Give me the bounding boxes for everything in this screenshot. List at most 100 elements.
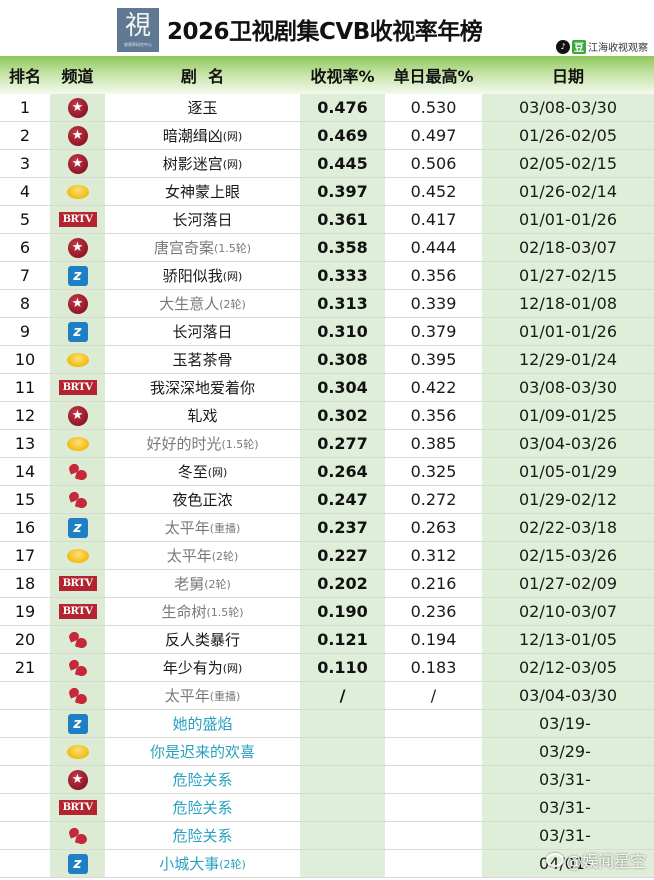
date-cell: 12/13-01/05 <box>482 626 654 653</box>
peak-cell: 0.452 <box>385 178 482 205</box>
rating-cell <box>300 794 385 821</box>
title-cell: 年少有为 (网) <box>105 654 300 681</box>
peak-cell: / <box>385 682 482 709</box>
rank-cell: 10 <box>0 346 50 373</box>
channel-cell: ★ <box>50 402 105 429</box>
title-cell: 唐宫奇案 (1.5轮) <box>105 234 300 261</box>
col-header-peak: 单日最高% <box>393 67 474 86</box>
rank-cell <box>0 766 50 793</box>
drama-title: 老舅 <box>174 575 205 593</box>
date-cell: 01/05-01/29 <box>482 458 654 485</box>
zhejiang-tv-icon: z <box>67 853 88 874</box>
rating-cell: 0.304 <box>300 374 385 401</box>
title-cell: 好好的时光 (1.5轮) <box>105 430 300 457</box>
peak-cell: 0.422 <box>385 374 482 401</box>
rating-cell <box>300 822 385 849</box>
drama-title-suffix: (网) <box>222 661 243 675</box>
zhejiang-tv-icon: z <box>67 517 88 538</box>
channel-cell: ★ <box>50 94 105 121</box>
table-row: z 小城大事 (2轮) 04/01- <box>0 850 654 878</box>
date-cell: 01/27-02/09 <box>482 570 654 597</box>
rating-cell <box>300 738 385 765</box>
peak-cell <box>385 822 482 849</box>
peak-cell <box>385 710 482 737</box>
drama-title: 太平年 <box>164 687 210 705</box>
rating-cell: 0.333 <box>300 262 385 289</box>
drama-title: 反人类暴行 <box>164 631 240 649</box>
rating-cell: 0.227 <box>300 542 385 569</box>
rating-cell: 0.277 <box>300 430 385 457</box>
dragon-tv-icon: ★ <box>67 125 88 146</box>
zhejiang-tv-icon: z <box>67 713 88 734</box>
date-cell: 01/09-01/25 <box>482 402 654 429</box>
table-row: 17 太平年 (2轮) 0.227 0.312 02/15-03/26 <box>0 542 654 570</box>
tiktok-icon: ♪ <box>556 39 570 54</box>
table-row: BRTV 危险关系 03/31- <box>0 794 654 822</box>
date-cell: 03/04-03/30 <box>482 682 654 709</box>
rank-cell: 14 <box>0 458 50 485</box>
drama-title-suffix: (重播) <box>209 521 241 535</box>
date-cell: 03/08-03/30 <box>482 94 654 121</box>
rank-cell: 7 <box>0 262 50 289</box>
rank-cell: 3 <box>0 150 50 177</box>
rating-cell: 0.445 <box>300 150 385 177</box>
peak-cell: 0.417 <box>385 206 482 233</box>
title-cell: 太平年 (重播) <box>105 514 300 541</box>
drama-title-suffix: (网) <box>207 465 228 479</box>
table-row: 6 ★ 唐宫奇案 (1.5轮) 0.358 0.444 02/18-03/07 <box>0 234 654 262</box>
channel-cell: BRTV <box>50 570 105 597</box>
source-name: 江海收视观察 <box>588 43 648 54</box>
rank-cell: 2 <box>0 122 50 149</box>
rating-cell: 0.308 <box>300 346 385 373</box>
date-cell: 01/26-02/05 <box>482 122 654 149</box>
peak-cell: 0.356 <box>385 402 482 429</box>
title-cell: 夜色正浓 <box>105 486 300 513</box>
channel-cell <box>50 486 105 513</box>
weibo-icon <box>545 853 564 867</box>
peak-cell: 0.356 <box>385 262 482 289</box>
rank-cell: 15 <box>0 486 50 513</box>
drama-title: 玉茗茶骨 <box>172 351 233 369</box>
rating-cell: 0.361 <box>300 206 385 233</box>
table-row: 19 BRTV 生命树 (1.5轮) 0.190 0.236 02/10-03/07 <box>0 598 654 626</box>
drama-title: 太平年 <box>164 519 210 537</box>
drama-title: 太平年 <box>166 547 212 565</box>
channel-cell: BRTV <box>50 374 105 401</box>
drama-title: 好好的时光 <box>146 435 222 453</box>
title-cell: 生命树 (1.5轮) <box>105 598 300 625</box>
table-row: 12 ★ 轧戏 0.302 0.356 01/09-01/25 <box>0 402 654 430</box>
drama-title: 长河落日 <box>172 323 233 341</box>
drama-title-suffix: (网) <box>222 269 243 283</box>
title-area: 視 收视率研究中心 2026卫视剧集CVB收视率年榜 ♪ 豆 江海收视观察 <box>0 0 654 56</box>
col-header-rank: 排名 <box>8 67 41 86</box>
peak-cell: 0.444 <box>385 234 482 261</box>
date-cell: 02/05-02/15 <box>482 150 654 177</box>
drama-title: 我深深地爱着你 <box>149 379 255 397</box>
rank-cell: 4 <box>0 178 50 205</box>
peak-cell <box>385 794 482 821</box>
drama-title: 生命树 <box>161 603 207 621</box>
table-row: 9 z 长河落日 0.310 0.379 01/01-01/26 <box>0 318 654 346</box>
date-cell: 01/01-01/26 <box>482 318 654 345</box>
title-cell: 太平年 (重播) <box>105 682 300 709</box>
drama-title: 年少有为 <box>162 659 223 677</box>
table-row: 11 BRTV 我深深地爱着你 0.304 0.422 03/08-03/30 <box>0 374 654 402</box>
rating-cell: 0.110 <box>300 654 385 681</box>
title-cell: 危险关系 <box>105 794 300 821</box>
channel-cell <box>50 346 105 373</box>
date-cell: 03/31- <box>482 794 654 821</box>
rank-cell: 6 <box>0 234 50 261</box>
drama-title: 骄阳似我 <box>162 267 223 285</box>
channel-cell <box>50 654 105 681</box>
rating-cell: 0.397 <box>300 178 385 205</box>
channel-cell: z <box>50 850 105 877</box>
logo-glyph: 視 <box>124 11 151 41</box>
rating-cell: 0.358 <box>300 234 385 261</box>
drama-title: 冬至 <box>177 463 208 481</box>
rank-cell: 20 <box>0 626 50 653</box>
table-row: 13 好好的时光 (1.5轮) 0.277 0.385 03/04-03/26 <box>0 430 654 458</box>
hunan-tv-icon <box>66 436 89 451</box>
rating-cell <box>300 766 385 793</box>
drama-title-suffix: (2轮) <box>211 549 239 563</box>
drama-title-suffix: (1.5轮) <box>206 605 244 619</box>
